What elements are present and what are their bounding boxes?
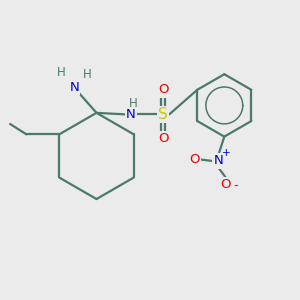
Text: +: + — [222, 148, 231, 158]
Text: O: O — [158, 83, 169, 97]
Text: H: H — [129, 98, 137, 110]
Text: -: - — [233, 179, 238, 192]
Text: O: O — [220, 178, 231, 191]
Text: N: N — [214, 154, 223, 167]
Text: H: H — [83, 68, 92, 81]
Text: S: S — [158, 107, 168, 122]
Text: N: N — [126, 108, 136, 121]
Text: N: N — [69, 81, 79, 94]
Text: H: H — [56, 66, 65, 79]
Text: O: O — [189, 153, 200, 166]
Text: O: O — [158, 132, 169, 145]
